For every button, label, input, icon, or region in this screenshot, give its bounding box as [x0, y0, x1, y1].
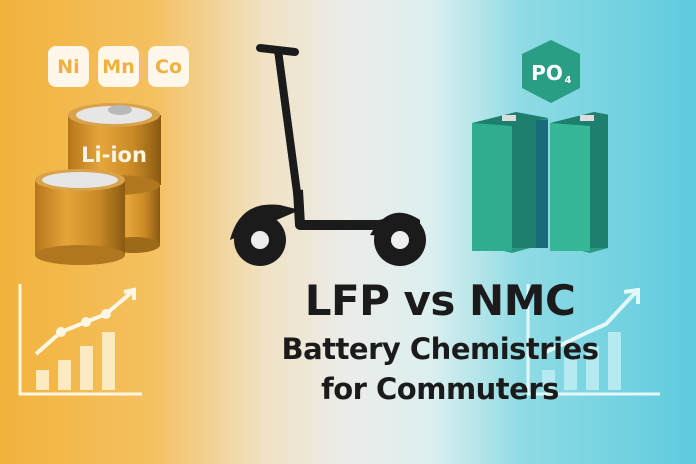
li-ion-cells-icon: Li-ion: [35, 103, 161, 265]
nmc-growth-chart-icon: [18, 284, 142, 396]
electric-scooter-icon: [230, 44, 426, 266]
lfp-growth-chart-icon: [526, 284, 660, 396]
phosphate-badge: PO 4: [522, 40, 580, 103]
svg-text:4: 4: [565, 75, 572, 86]
nickel-badge: Ni: [48, 46, 89, 87]
svg-text:PO: PO: [531, 61, 563, 85]
headline-title: LFP vs NMC: [304, 276, 576, 325]
headline-subtitle: Battery Chemistries: [281, 332, 599, 366]
headline-subtitle-2: for Commuters: [321, 372, 559, 406]
manganese-badge: Mn: [98, 46, 139, 87]
li-ion-label: Li-ion: [81, 143, 147, 167]
lfp-cells-icon: [472, 112, 608, 253]
cobalt-badge: Co: [148, 46, 189, 87]
